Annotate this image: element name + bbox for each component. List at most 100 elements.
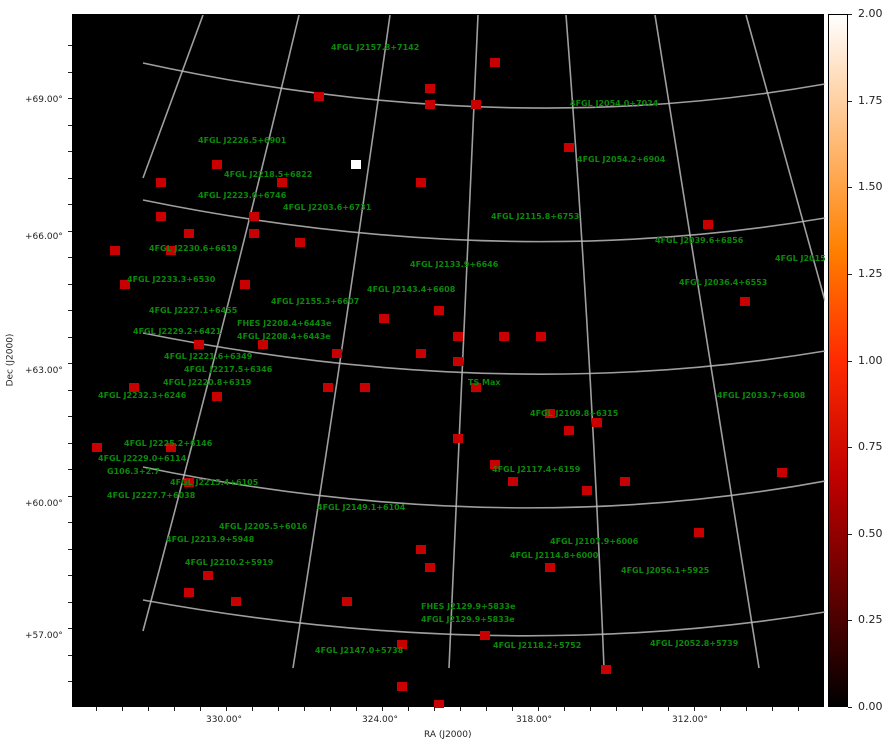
y-tick — [68, 628, 72, 629]
x-axis-title: RA (J2000) — [424, 730, 472, 740]
source-label: 4FGL J2133.9+6646 — [410, 260, 499, 269]
source-label: 4FGL J2054.0+7024 — [570, 99, 659, 108]
source-marker — [249, 229, 259, 238]
y-tick-label: +60.00° — [25, 499, 63, 509]
source-label: 4FGL J2230.6+6619 — [149, 244, 238, 253]
y-tick — [68, 548, 72, 550]
source-marker — [434, 700, 444, 708]
x-tick — [642, 707, 643, 711]
source-marker — [360, 383, 370, 392]
source-label: 4FGL J2036.4+6553 — [679, 278, 767, 287]
source-label: 4FGL J2203.6+6731 — [283, 203, 372, 212]
source-marker — [249, 212, 259, 221]
source-marker — [231, 597, 241, 606]
source-label: 4FGL J2227.7+6038 — [107, 491, 196, 500]
source-marker — [416, 545, 426, 554]
colorbar-tick — [848, 360, 852, 362]
y-tick — [68, 416, 72, 417]
source-marker — [129, 383, 139, 392]
source-label: 4FGL J2221.6+6349 — [164, 352, 253, 361]
source-label: FHES J2208.4+6443e — [237, 319, 332, 328]
y-tick — [68, 601, 72, 603]
source-marker — [480, 631, 490, 640]
x-tick — [434, 707, 435, 711]
ra-grid-line — [565, 15, 605, 669]
x-tick — [252, 707, 253, 711]
x-tick — [798, 707, 799, 711]
source-marker — [425, 563, 435, 572]
x-tick — [174, 707, 175, 711]
x-tick — [538, 707, 539, 711]
ts-max-label: TS Max — [468, 378, 501, 387]
source-label: 4FGL J2229.0+6114 — [98, 454, 187, 463]
source-marker — [166, 443, 176, 452]
source-label: 4FGL J2033.7+6308 — [717, 391, 806, 400]
source-marker — [184, 588, 194, 597]
colorbar-tick-label: 1.25 — [858, 266, 883, 280]
source-label: 4FGL J2232.3+6246 — [98, 391, 187, 400]
x-tick — [304, 707, 305, 711]
source-marker — [425, 84, 435, 93]
source-marker — [425, 100, 435, 109]
source-label: 4FGL J2039.6+6856 — [655, 236, 744, 245]
colorbar-tick-label: 1.50 — [858, 180, 883, 194]
source-label: FHES J2129.9+5833e — [421, 602, 516, 611]
colorbar-tick-label: 0.25 — [858, 613, 883, 627]
source-marker — [156, 178, 166, 187]
source-marker — [332, 349, 342, 358]
source-marker — [314, 92, 324, 101]
source-marker — [212, 392, 222, 401]
source-label: 4FGL J2157.8+7142 — [331, 43, 419, 52]
y-tick — [68, 124, 72, 126]
source-label: 4FGL J2147.0+5738 — [315, 646, 404, 655]
dec-grid-line — [142, 466, 825, 509]
source-label: 4FGL J2218.5+6822 — [224, 170, 312, 179]
source-marker — [295, 238, 305, 247]
x-tick — [720, 707, 721, 711]
x-tick — [512, 707, 513, 711]
y-tick — [68, 442, 72, 444]
y-tick-label: +66.00° — [25, 232, 63, 242]
source-marker — [545, 409, 555, 418]
y-tick — [68, 177, 72, 179]
colorbar-tick — [848, 620, 852, 622]
y-tick — [68, 654, 72, 656]
source-marker — [703, 220, 713, 229]
source-marker — [740, 297, 750, 306]
source-marker — [416, 178, 426, 187]
ra-grid-line — [448, 15, 479, 669]
dec-grid-line — [142, 599, 825, 637]
source-marker — [471, 383, 481, 392]
y-axis-title: Dec (J2000) — [5, 333, 16, 387]
ra-grid-line — [292, 15, 391, 669]
ra-grid-line — [654, 15, 760, 669]
sky-map: 4FGL J2157.8+7142 4FGL J2054.0+7024 4FGL J… — [72, 14, 825, 708]
y-tick — [68, 151, 72, 152]
y-tick-label: +69.00° — [25, 95, 63, 105]
x-tick-label: 312.00° — [672, 715, 708, 725]
y-tick — [68, 681, 72, 682]
x-tick-label: 324.00° — [362, 715, 398, 725]
y-tick — [68, 204, 72, 205]
y-tick — [68, 363, 72, 364]
x-tick — [278, 707, 279, 711]
x-tick — [96, 707, 97, 711]
colorbar — [828, 14, 848, 707]
source-marker — [416, 349, 426, 358]
y-tick — [68, 230, 72, 232]
source-label: 4FGL J2223.0+6746 — [198, 191, 287, 200]
x-tick — [148, 707, 149, 711]
sky-map-overlay: 4FGL J2157.8+7142 4FGL J2054.0+7024 4FGL J… — [92, 15, 825, 708]
source-marker — [601, 665, 611, 674]
colorbar-tick-label: 2.00 — [858, 7, 883, 20]
x-tick — [200, 707, 201, 711]
source-marker — [203, 571, 213, 580]
source-label: 4FGL J2149.1+6104 — [317, 503, 406, 512]
x-tick — [668, 707, 669, 711]
source-marker — [194, 340, 204, 349]
x-tick — [772, 707, 773, 711]
y-tick — [68, 575, 72, 576]
y-tick — [68, 98, 72, 99]
source-label: 4FGL J2208.4+6443e — [237, 332, 331, 341]
x-tick — [590, 707, 591, 711]
